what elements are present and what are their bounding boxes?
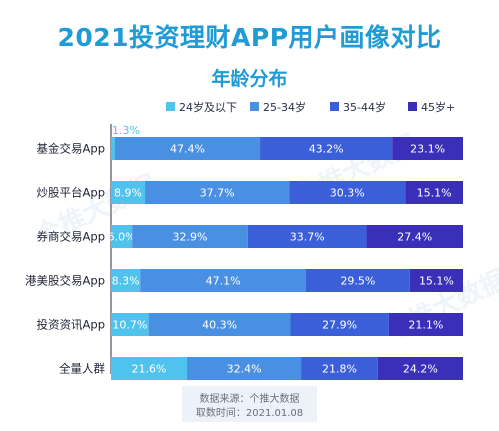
data-label: 24.2% bbox=[403, 363, 438, 376]
bar-segment bbox=[111, 357, 188, 380]
bar-segment bbox=[392, 137, 463, 160]
category-label: 基金交易App bbox=[37, 142, 105, 156]
bar-segment bbox=[111, 269, 141, 292]
category-label: 炒股平台App bbox=[37, 186, 105, 200]
data-label: 29.5% bbox=[340, 275, 375, 288]
data-label: 37.7% bbox=[200, 187, 235, 200]
bar-segment bbox=[366, 225, 463, 248]
bar-segment bbox=[111, 181, 146, 204]
bar-segment bbox=[377, 357, 463, 380]
data-label: 10.7% bbox=[112, 319, 147, 332]
category-label: 投资资讯App bbox=[37, 318, 105, 332]
bar-segment bbox=[289, 181, 406, 204]
bar-segment bbox=[405, 181, 463, 204]
bar-segment bbox=[111, 137, 115, 160]
bar-segment bbox=[111, 313, 149, 336]
bar-segment bbox=[290, 313, 389, 336]
legend-swatch bbox=[330, 102, 339, 111]
data-label: 21.6% bbox=[132, 363, 167, 376]
data-label: 47.4% bbox=[170, 143, 205, 156]
page-title: 2021投资理财APP用户画像对比 bbox=[57, 23, 442, 52]
bar-segment bbox=[306, 269, 410, 292]
bar-segment bbox=[260, 137, 393, 160]
data-label: 32.4% bbox=[227, 363, 262, 376]
bar-segment bbox=[140, 269, 307, 292]
bar-segment bbox=[148, 313, 291, 336]
bar-segment bbox=[388, 313, 463, 336]
footer-box bbox=[182, 386, 317, 422]
bar-segment bbox=[114, 137, 261, 160]
data-label: 23.1% bbox=[410, 143, 445, 156]
bar-segment bbox=[132, 225, 248, 248]
data-label: 30.3% bbox=[330, 187, 365, 200]
data-label: 15.1% bbox=[417, 187, 452, 200]
category-label: 券商交易App bbox=[37, 230, 105, 244]
data-label: 6.0% bbox=[108, 231, 136, 244]
data-label: 21.1% bbox=[408, 319, 443, 332]
legend-label: 45岁+ bbox=[421, 100, 455, 114]
data-label: 33.7% bbox=[290, 231, 325, 244]
data-label: 8.3% bbox=[112, 275, 140, 288]
bar-segment bbox=[247, 225, 367, 248]
data-label: 43.2% bbox=[309, 143, 344, 156]
category-label: 港美股交易App bbox=[25, 274, 105, 288]
chart-subtitle: 年龄分布 bbox=[211, 68, 288, 90]
legend-swatch bbox=[250, 102, 259, 111]
bar-segment bbox=[145, 181, 290, 204]
legend-label: 24岁及以下 bbox=[179, 100, 237, 114]
bar-segment bbox=[111, 225, 133, 248]
data-label: 27.4% bbox=[397, 231, 432, 244]
footer-source: 数据来源：个推大数据 bbox=[199, 394, 300, 405]
bar-segment bbox=[409, 269, 463, 292]
data-label: 8.9% bbox=[114, 187, 142, 200]
data-label: 27.9% bbox=[322, 319, 357, 332]
data-label: 15.1% bbox=[419, 275, 454, 288]
data-label: 21.8% bbox=[322, 363, 357, 376]
bar-segment bbox=[301, 357, 378, 380]
category-label: 全量人群 bbox=[59, 362, 105, 376]
data-label: 32.9% bbox=[173, 231, 208, 244]
legend-swatch bbox=[408, 102, 417, 111]
bar-segment bbox=[187, 357, 302, 380]
footer-time: 取数时间：2021.01.08 bbox=[195, 408, 304, 419]
data-label: 1.3% bbox=[112, 124, 140, 137]
legend-label: 25-34岁 bbox=[263, 100, 306, 114]
data-label: 47.1% bbox=[206, 275, 241, 288]
legend-label: 35-44岁 bbox=[343, 100, 386, 114]
data-label: 40.3% bbox=[202, 319, 237, 332]
legend-swatch bbox=[166, 102, 175, 111]
